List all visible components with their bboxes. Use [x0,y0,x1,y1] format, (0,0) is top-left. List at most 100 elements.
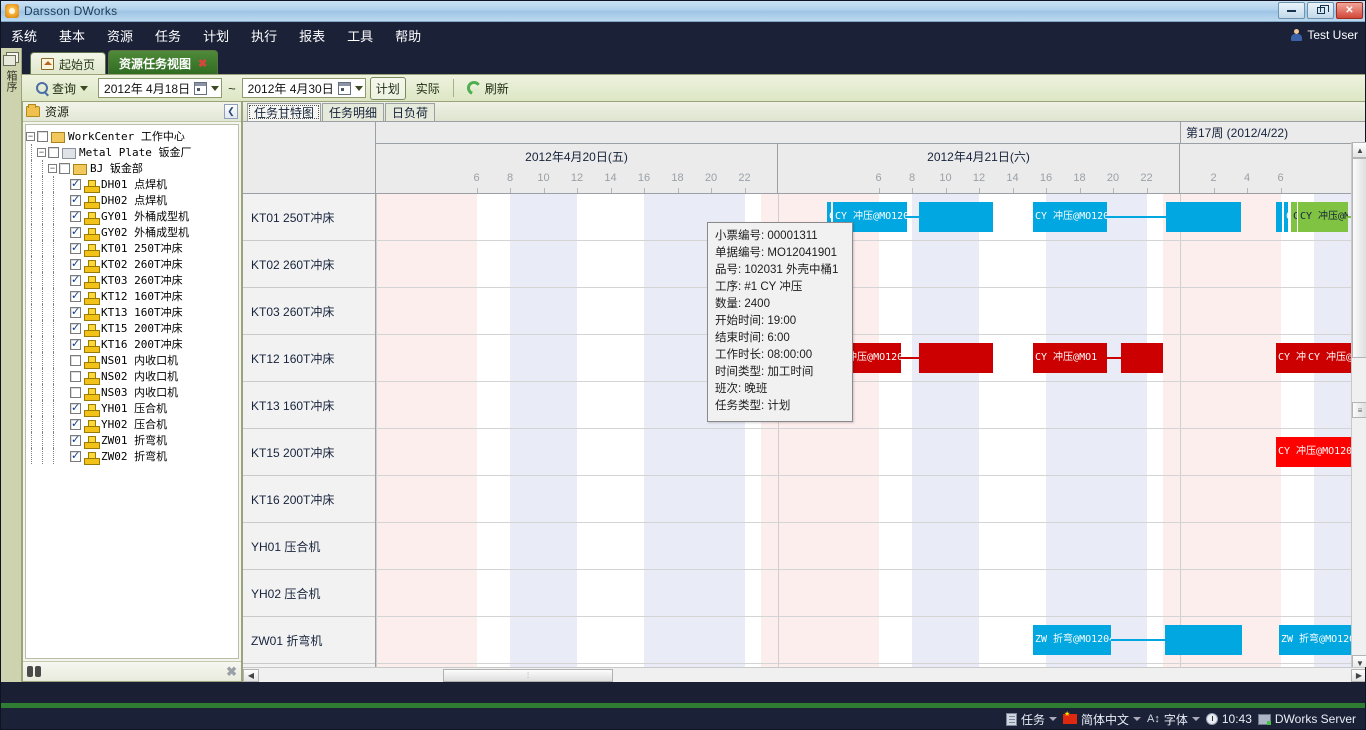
vertical-scroll-thumb[interactable] [1352,158,1366,358]
status-language[interactable]: 简体中文 [1062,710,1141,728]
gantt-row[interactable] [376,241,1366,288]
gantt-task-bar[interactable] [1276,202,1282,232]
tree-item[interactable]: − Metal Plate 钣金厂 [26,144,238,160]
tree-item[interactable]: GY02 外桶成型机 [26,224,238,241]
menu-item-plan[interactable]: 计划 [203,28,230,44]
plan-toggle-button[interactable]: 计划 [369,76,406,100]
menu-item-resource[interactable]: 资源 [107,28,134,44]
gantt-row[interactable]: ZW 折弯@MO12041901ZW 折弯@MO12041901ZWZW 折 [376,617,1366,664]
menu-item-task[interactable]: 任务 [155,28,182,44]
query-button[interactable]: 查询 [30,77,94,100]
horizontal-scroll-thumb[interactable]: ⫶ [443,669,613,682]
refresh-button[interactable]: 刷新 [461,77,515,100]
tree-checkbox[interactable] [70,449,81,462]
tree-item[interactable]: GY01 外桶成型机 [26,208,238,225]
gantt-row[interactable] [376,382,1366,429]
gantt-task-bar[interactable]: ZW 折弯@MO12041901 [1279,625,1357,655]
tree-item[interactable]: KT13 160T冲床 [26,304,238,321]
tree-checkbox[interactable] [70,177,81,190]
gantt-task-bar[interactable]: ZW 折弯@MO12041901 [1033,625,1111,655]
tree-expander-icon[interactable]: − [37,146,46,157]
calendar-icon[interactable] [194,81,208,95]
binoculars-icon[interactable] [27,666,41,677]
menu-item-help[interactable]: 帮助 [395,28,422,44]
gantt-task-bar[interactable]: C [1291,202,1297,232]
tree-item[interactable]: YH01 压合机 [26,400,238,417]
tree-item[interactable]: NS03 内收口机 [26,384,238,401]
menu-item-tools[interactable]: 工具 [347,28,374,44]
tree-checkbox[interactable] [70,209,81,222]
gantt-row[interactable]: CCY 冲压@MO12041901CY 冲压@MO12041901CCCY 冲压… [376,194,1366,241]
tree-checkbox[interactable] [48,146,59,158]
gantt-vertical-scrollbar[interactable]: ▲ ≡ ▼ [1351,142,1366,667]
gantt-row-header[interactable]: KT02 260T冲床 [243,241,375,288]
gantt-row-header[interactable]: KT15 200T冲床 [243,429,375,476]
restore-button[interactable] [1307,2,1334,19]
gantt-row-header[interactable]: ZW01 折弯机 [243,617,375,664]
tree-expander-icon[interactable]: − [48,162,57,173]
tree-item[interactable]: KT01 250T冲床 [26,240,238,257]
tree-checkbox[interactable] [70,417,81,430]
close-button[interactable]: ✕ [1336,2,1363,19]
menu-item-execute[interactable]: 执行 [251,28,278,44]
tab-daily-load[interactable]: 日负荷 [385,103,436,121]
gantt-row-header[interactable]: KT12 160T冲床 [243,335,375,382]
tree-checkbox[interactable] [70,370,81,382]
tab-close-icon[interactable]: ✖ [198,57,208,70]
gantt-task-bar[interactable] [1166,202,1241,232]
tree-checkbox[interactable] [70,273,81,286]
gantt-task-bar[interactable]: C [1284,202,1288,232]
tree-item[interactable]: ZW01 折弯机 [26,432,238,449]
tab-resource-task-view[interactable]: 资源任务视图 ✖ [108,50,219,75]
tree-item[interactable]: DH01 点焊机 [26,176,238,193]
gantt-row-header[interactable]: YH01 压合机 [243,523,375,570]
calendar-icon[interactable] [337,81,351,95]
chevron-down-icon[interactable] [211,85,220,91]
gantt-row[interactable] [376,288,1366,335]
tab-start-page[interactable]: 起始页 [30,52,107,75]
gantt-task-bar[interactable] [919,343,993,373]
gantt-horizontal-scrollbar[interactable]: ◀ ⫶ ▶ [243,667,1366,682]
tree-checkbox[interactable] [70,193,81,206]
tree-checkbox[interactable] [70,305,81,318]
tree-checkbox[interactable] [70,225,81,238]
chevron-down-icon[interactable] [354,85,363,91]
gantt-task-bar[interactable]: CY 冲压@MO12041901 [1033,202,1107,232]
tree-checkbox[interactable] [70,433,81,446]
menu-item-basic[interactable]: 基本 [59,28,86,44]
gantt-row-header[interactable]: KT03 260T冲床 [243,288,375,335]
status-task[interactable]: 任务 [1005,711,1057,728]
tree-item[interactable]: NS02 内收口机 [26,368,238,385]
gantt-row[interactable]: YH 压合@MO1 [376,523,1366,570]
chevron-down-icon[interactable] [1132,717,1141,721]
collapse-panel-button[interactable]: ❮ [224,104,238,119]
tree-checkbox[interactable] [70,321,81,334]
chevron-down-icon[interactable] [1191,717,1200,721]
tree-item[interactable]: ZW02 折弯机 [26,448,238,465]
left-dock-strip[interactable]: 箱序 [0,48,22,682]
tab-task-detail[interactable]: 任务明细 [322,103,385,121]
close-icon[interactable]: ✖ [226,663,237,679]
gantt-task-bar[interactable]: C [827,202,831,232]
tree-item[interactable]: YH02 压合机 [26,416,238,433]
tree-item[interactable]: DH02 点焊机 [26,192,238,209]
tree-checkbox[interactable] [37,130,48,142]
tab-task-gantt[interactable]: 任务甘特图 [247,103,322,121]
date-to-input[interactable]: 2012年 4月30日 [241,78,366,98]
gantt-task-bar[interactable]: CY 冲压@MO12041902 [1298,202,1348,232]
gantt-task-bar[interactable] [919,202,993,232]
tree-checkbox[interactable] [70,354,81,366]
tree-item[interactable]: KT15 200T冲床 [26,320,238,337]
gantt-row-header[interactable]: KT13 160T冲床 [243,382,375,429]
menu-item-system[interactable]: 系统 [11,28,38,44]
tree-item[interactable]: KT12 160T冲床 [26,288,238,305]
gantt-row-header[interactable]: KT01 250T冲床 [243,194,375,241]
current-user[interactable]: Test User [1291,28,1358,42]
tree-checkbox[interactable] [70,241,81,254]
tree-item[interactable]: KT16 200T冲床 [26,336,238,353]
minimize-button[interactable] [1278,2,1305,19]
gantt-row[interactable]: CY 冲压@MO12041903CY 冲压@MO1 [376,429,1366,476]
status-font[interactable]: A↕ 字体 [1147,711,1200,728]
tree-item[interactable]: KT02 260T冲床 [26,256,238,273]
gantt-row-header[interactable]: KT16 200T冲床 [243,476,375,523]
